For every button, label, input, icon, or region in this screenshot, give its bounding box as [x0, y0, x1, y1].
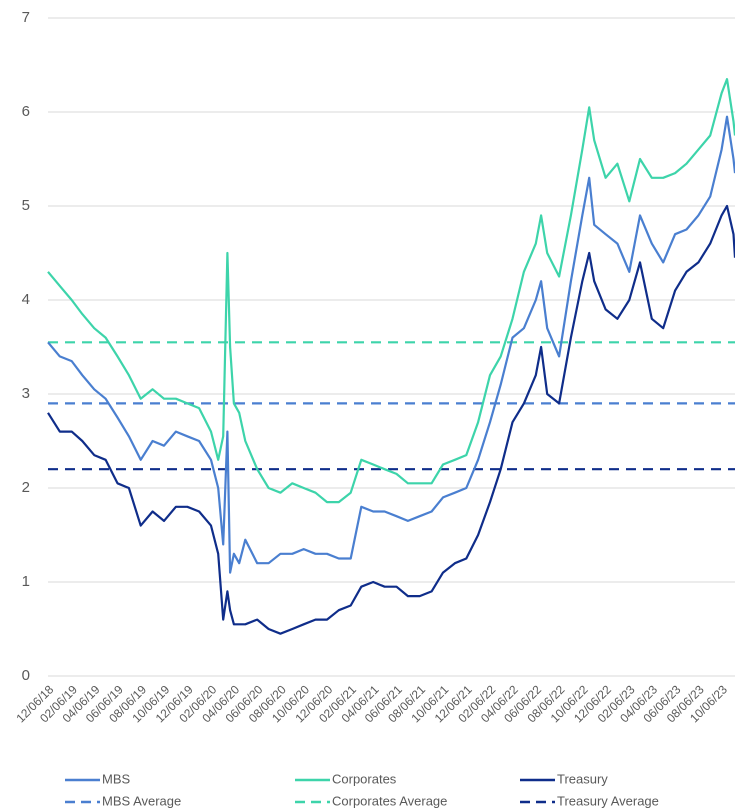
legend-label: Corporates Average: [332, 793, 447, 808]
series-line: [47, 204, 735, 635]
legend-label: Corporates: [332, 771, 397, 786]
y-tick-label: 2: [22, 479, 30, 496]
y-tick-label: 1: [22, 573, 30, 590]
legend-label: MBS Average: [102, 793, 181, 808]
series-line: [47, 115, 735, 574]
y-tick-label: 7: [22, 9, 30, 26]
legend-label: Treasury: [557, 771, 608, 786]
y-tick-label: 3: [22, 385, 30, 402]
legend-label: MBS: [102, 771, 131, 786]
y-tick-label: 5: [22, 197, 30, 214]
series-line: [47, 78, 735, 504]
y-tick-label: 4: [22, 291, 30, 308]
legend-label: Treasury Average: [557, 793, 659, 808]
y-tick-label: 6: [22, 103, 30, 120]
y-tick-label: 0: [22, 667, 30, 684]
